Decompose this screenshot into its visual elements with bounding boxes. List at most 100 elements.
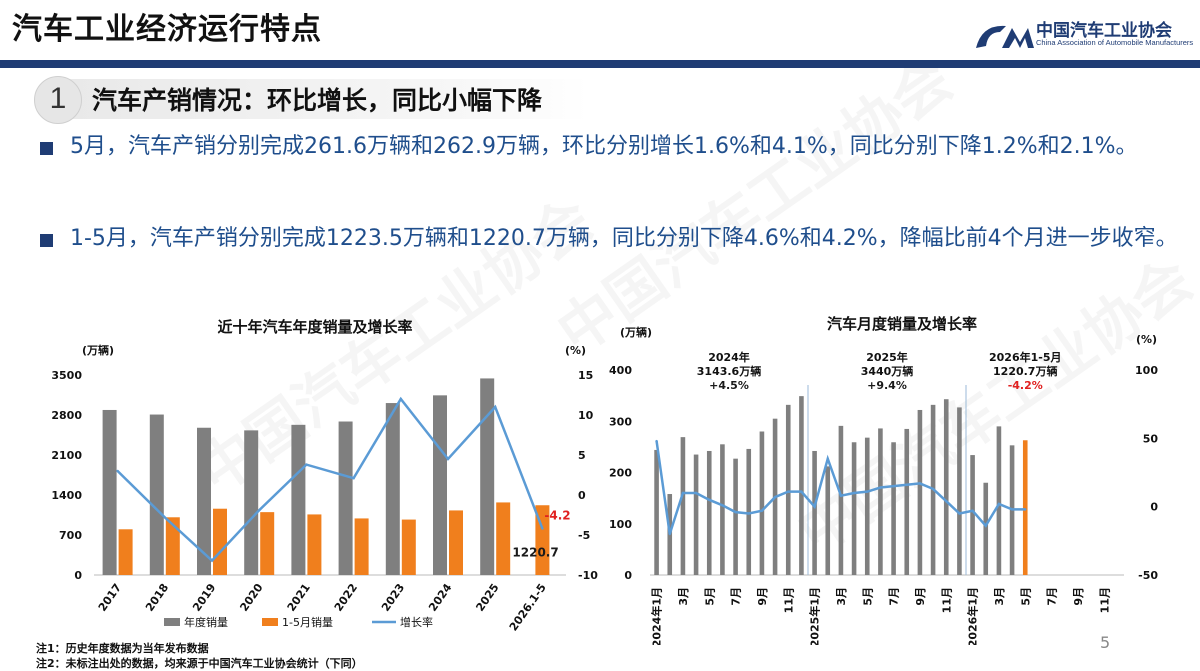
legend-swatch-ytd [262,618,278,626]
growth-rate-point [1024,508,1027,511]
x-tick-label: 9月 [756,587,769,606]
growth-rate-point [958,512,961,515]
y-axis-unit: (万辆) [620,325,652,339]
y-axis-unit: (万辆) [82,343,114,357]
group-label-total: 1220.7万辆 [993,364,1057,378]
monthly-sales-bar [785,404,791,575]
annual-sales-bar [102,409,117,575]
x-tick-label: 5月 [861,587,874,606]
current-month-bar [1022,440,1028,575]
y2-tick-label: 0 [1150,501,1158,514]
ytd-sales-bar [307,514,322,575]
monthly-sales-bar [799,396,804,575]
bullet-text: 1-5月，汽车产销分别完成1223.5万辆和1220.7万辆，同比分别下降4.6… [70,226,1178,251]
legend-label: 增长率 [400,615,433,629]
growth-rate-point [826,457,829,461]
sales-data-label: 1220.7 [512,546,558,560]
growth-rate-point [116,469,119,473]
x-tick-label: 2026年1月 [966,587,980,645]
y2-tick-label: 5 [578,449,586,462]
growth-rate-point [800,490,803,493]
growth-rate-point [541,527,544,530]
x-tick-label: 3月 [835,587,848,606]
y2-tick-label: -50 [1138,569,1158,582]
ytd-sales-bar [213,508,227,575]
header-divider [0,60,1200,68]
x-tick-label: 2019 [190,581,218,614]
annual-sales-bar [385,403,400,575]
y2-axis-unit: (%) [565,344,586,357]
annual-sales-bar [197,427,211,575]
bullet-text: 5月，汽车产销分别完成261.6万辆和262.9万辆，环比分别增长1.6%和4.… [70,134,1138,159]
x-tick-label: 7月 [730,587,743,606]
x-tick-label: 7月 [1046,587,1059,606]
page-number: 5 [1100,633,1111,652]
legend-label: 1-5月销量 [282,615,333,629]
y-tick-label: 3500 [51,369,82,382]
chart-title: 近十年汽车年度销量及增长率 [217,318,412,336]
growth-rate-point [668,532,671,536]
bullet-square-icon [40,142,53,155]
y-tick-label: 400 [609,364,632,377]
annual-sales-bar [291,424,306,575]
y2-tick-label: 100 [1135,364,1158,377]
monthly-sales-bar [864,437,870,575]
page-title: 汽车工业经济运行特点 [12,12,322,47]
monthly-sales-bar [825,466,831,575]
growth-rate-point [258,509,261,512]
y-tick-label: 700 [59,529,82,542]
growth-rate-point [813,505,816,508]
ytd-sales-bar [354,518,369,575]
y2-tick-label: 0 [578,489,586,502]
monthly-sales-bar [654,449,659,575]
growth-rate-point [708,498,711,502]
monthly-sales-chart: 汽车月度销量及增长率 (万辆) (%) 0 100 200 300 400 -50 0 50… [609,315,1158,645]
growth-rate-point [879,486,882,489]
growth-rate-point [1010,508,1014,511]
x-tick-label: 9月 [914,587,927,606]
x-tick-label: 2026.1-5 [507,581,549,633]
logo-text-cn: 中国汽车工业协会 [1036,21,1172,41]
monthly-sales-bar [812,450,817,575]
growth-rate-point [352,477,355,480]
annual-sales-bar [244,430,259,575]
group-label-total: 3440万辆 [861,364,914,378]
annual-sales-bar [433,395,447,575]
ytd-sales-bar [260,512,275,575]
y2-tick-label: -5 [578,529,590,542]
x-tick-label: 3月 [993,587,1006,606]
growth-rate-point [210,559,214,562]
footnote: 注2：未标注出处的数据，均来源于中国汽车工业协会统计（下同） [36,657,363,670]
y2-tick-label: 15 [578,369,593,382]
section-band [48,79,588,119]
monthly-sales-bar [983,482,989,575]
monthly-sales-bar [720,444,725,575]
annual-sales-chart: 近十年汽车年度销量及增长率 (万辆) (%) 0 700 1400 2100 2800 3… [51,318,598,634]
growth-rate-point [773,495,777,499]
group-label-year: 2024年 [708,350,750,364]
y-tick-label: 0 [74,569,82,582]
x-tick-label: 3月 [677,587,690,606]
y2-tick-label: -10 [578,569,598,582]
x-tick-label: 11月 [940,587,953,613]
caam-logo-icon [976,25,1034,48]
annual-sales-bar [338,421,353,575]
legend-swatch-annual [164,618,180,626]
growth-rate-point [997,502,1001,506]
x-tick-label: 2025年1月 [808,587,822,645]
growth-rate-point [655,439,658,443]
group-label-total: 3143.6万辆 [697,364,761,378]
monthly-sales-bar [943,399,949,575]
growth-rate-point [494,405,497,409]
x-tick-label: 5月 [1019,587,1032,606]
chart-title: 汽车月度销量及增长率 [827,315,977,333]
x-tick-label: 2023 [379,581,407,614]
monthly-sales-bar [680,437,686,575]
growth-rate-point [399,397,402,401]
ytd-sales-bar [401,519,416,575]
growth-data-label: -4.2 [544,509,570,523]
growth-rate-point [866,490,869,493]
x-tick-label: 2017 [96,581,124,614]
monthly-sales-bar [996,426,1002,575]
growth-rate-point [760,509,764,512]
